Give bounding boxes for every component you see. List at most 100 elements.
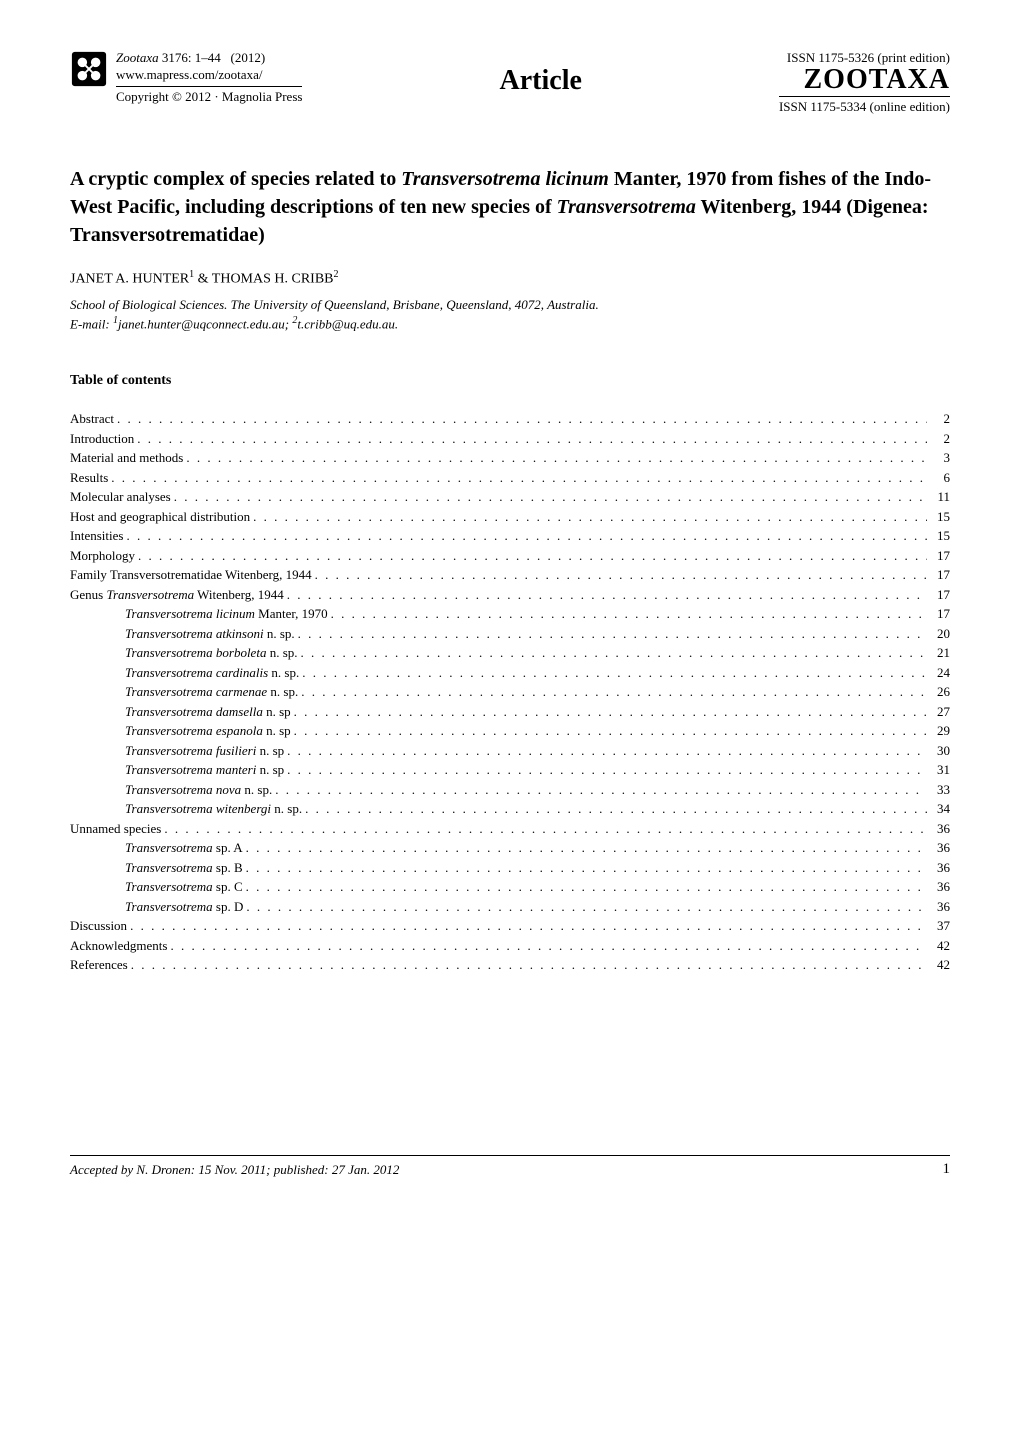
toc-item: Material and methods 3 — [70, 448, 950, 468]
toc-page: 42 — [930, 936, 950, 956]
toc-label: Material and methods — [70, 448, 183, 468]
toc-item: Transversotrema sp. B 36 — [70, 858, 950, 878]
toc-page: 42 — [930, 955, 950, 975]
toc-label: Transversotrema witenbergi n. sp. — [125, 799, 302, 819]
toc-item: References 42 — [70, 955, 950, 975]
toc-item: Transversotrema atkinsoni n. sp.20 — [70, 624, 950, 644]
toc-label: Transversotrema carmenae n. sp. — [125, 682, 298, 702]
zootaxa-logo-icon — [70, 50, 108, 88]
toc-label: Transversotrema fusilieri n. sp — [125, 741, 284, 761]
toc-dots — [331, 604, 927, 624]
toc-page: 36 — [930, 897, 950, 917]
toc-label: Transversotrema licinum Manter, 1970 — [125, 604, 328, 624]
toc-item: Transversotrema borboleta n. sp.21 — [70, 643, 950, 663]
toc-label: Unnamed species — [70, 819, 161, 839]
page-number: 1 — [943, 1161, 951, 1178]
article-title: A cryptic complex of species related to … — [70, 165, 950, 249]
toc-label: Host and geographical distribution — [70, 507, 250, 527]
toc-item: Molecular analyses 11 — [70, 487, 950, 507]
title-italic1: Transversotrema licinum — [401, 168, 609, 190]
toc-page: 11 — [930, 487, 950, 507]
toc-item: Acknowledgments 42 — [70, 936, 950, 956]
toc-label: Transversotrema manteri n. sp — [125, 760, 284, 780]
toc-dots — [253, 507, 927, 527]
email-2: t.cribb@uq.edu.au. — [297, 316, 398, 331]
toc-item: Discussion 37 — [70, 916, 950, 936]
toc-item: Abstract2 — [70, 409, 950, 429]
author-amp: & — [194, 272, 212, 287]
toc-page: 31 — [930, 760, 950, 780]
toc-dots — [315, 565, 927, 585]
toc-page: 27 — [930, 702, 950, 722]
toc-label: Transversotrema atkinsoni n. sp. — [125, 624, 295, 644]
toc-item: Transversotrema espanola n. sp29 — [70, 721, 950, 741]
toc-dots — [186, 448, 927, 468]
toc-list: Abstract2Introduction 2 Material and metho… — [70, 409, 950, 975]
toc-dots — [294, 721, 927, 741]
toc-label: Morphology — [70, 546, 135, 566]
toc-dots — [298, 624, 927, 644]
email-prefix: E-mail: — [70, 316, 113, 331]
title-italic2: Transversotrema — [557, 196, 696, 218]
toc-page: 24 — [930, 663, 950, 683]
toc-label: Introduction — [70, 429, 134, 449]
toc-dots — [138, 546, 927, 566]
toc-item: Transversotrema manteri n. sp 31 — [70, 760, 950, 780]
toc-label: Results — [70, 468, 108, 488]
toc-page: 26 — [930, 682, 950, 702]
article-label: Article — [302, 50, 779, 97]
toc-dots — [246, 877, 927, 897]
toc-dots — [301, 643, 927, 663]
toc-item: Unnamed species36 — [70, 819, 950, 839]
toc-page: 15 — [930, 526, 950, 546]
toc-dots — [126, 526, 927, 546]
toc-item: Transversotrema sp. A36 — [70, 838, 950, 858]
toc-page: 17 — [930, 546, 950, 566]
journal-issue: 3176: 1–44 — [162, 50, 221, 65]
toc-page: 37 — [930, 916, 950, 936]
toc-item: Family Transversotrematidae Witenberg, 1… — [70, 565, 950, 585]
toc-item: Transversotrema nova n. sp.33 — [70, 780, 950, 800]
toc-label: Transversotrema sp. B — [125, 858, 243, 878]
toc-label: Discussion — [70, 916, 127, 936]
toc-page: 33 — [930, 780, 950, 800]
toc-label: References — [70, 955, 128, 975]
page-footer: Accepted by N. Dronen: 15 Nov. 2011; pub… — [70, 1155, 950, 1178]
toc-page: 17 — [930, 604, 950, 624]
toc-item: Transversotrema cardinalis n. sp.24 — [70, 663, 950, 683]
toc-label: Acknowledgments — [70, 936, 167, 956]
toc-label: Transversotrema sp. D — [125, 897, 243, 917]
toc-dots — [287, 760, 927, 780]
toc-dots — [302, 663, 927, 683]
toc-label: Transversotrema sp. C — [125, 877, 243, 897]
page-header: Zootaxa 3176: 1–44 (2012) www.mapress.co… — [70, 50, 950, 115]
toc-page: 17 — [930, 585, 950, 605]
authors: JANET A. HUNTER1 & THOMAS H. CRIBB2 — [70, 269, 950, 288]
header-right: ISSN 1175-5326 (print edition) ZOOTAXA I… — [779, 50, 950, 115]
copyright: Copyright © 2012 · Magnolia Press — [116, 86, 302, 106]
toc-dots — [164, 819, 927, 839]
journal-year: (2012) — [231, 50, 266, 65]
email-1: janet.hunter@uqconnect.edu.au; — [118, 316, 292, 331]
toc-dots — [287, 741, 927, 761]
toc-page: 2 — [930, 409, 950, 429]
toc-dots — [301, 682, 927, 702]
toc-page: 29 — [930, 721, 950, 741]
issn-online: ISSN 1175-5334 (online edition) — [779, 96, 950, 115]
author-2: THOMAS H. CRIBB — [212, 272, 334, 287]
toc-page: 15 — [930, 507, 950, 527]
toc-label: Intensities — [70, 526, 123, 546]
toc-page: 36 — [930, 858, 950, 878]
toc-page: 3 — [930, 448, 950, 468]
affiliation-line2: E-mail: 1janet.hunter@uqconnect.edu.au; … — [70, 314, 950, 334]
toc-label: Molecular analyses — [70, 487, 171, 507]
toc-dots — [246, 858, 927, 878]
author-2-sup: 2 — [334, 269, 339, 280]
toc-dots — [130, 916, 927, 936]
toc-header: Table of contents — [70, 373, 950, 389]
journal-name: Zootaxa — [116, 50, 159, 65]
toc-dots — [131, 955, 927, 975]
toc-item: Host and geographical distribution 15 — [70, 507, 950, 527]
toc-dots — [305, 799, 927, 819]
toc-dots — [246, 838, 927, 858]
